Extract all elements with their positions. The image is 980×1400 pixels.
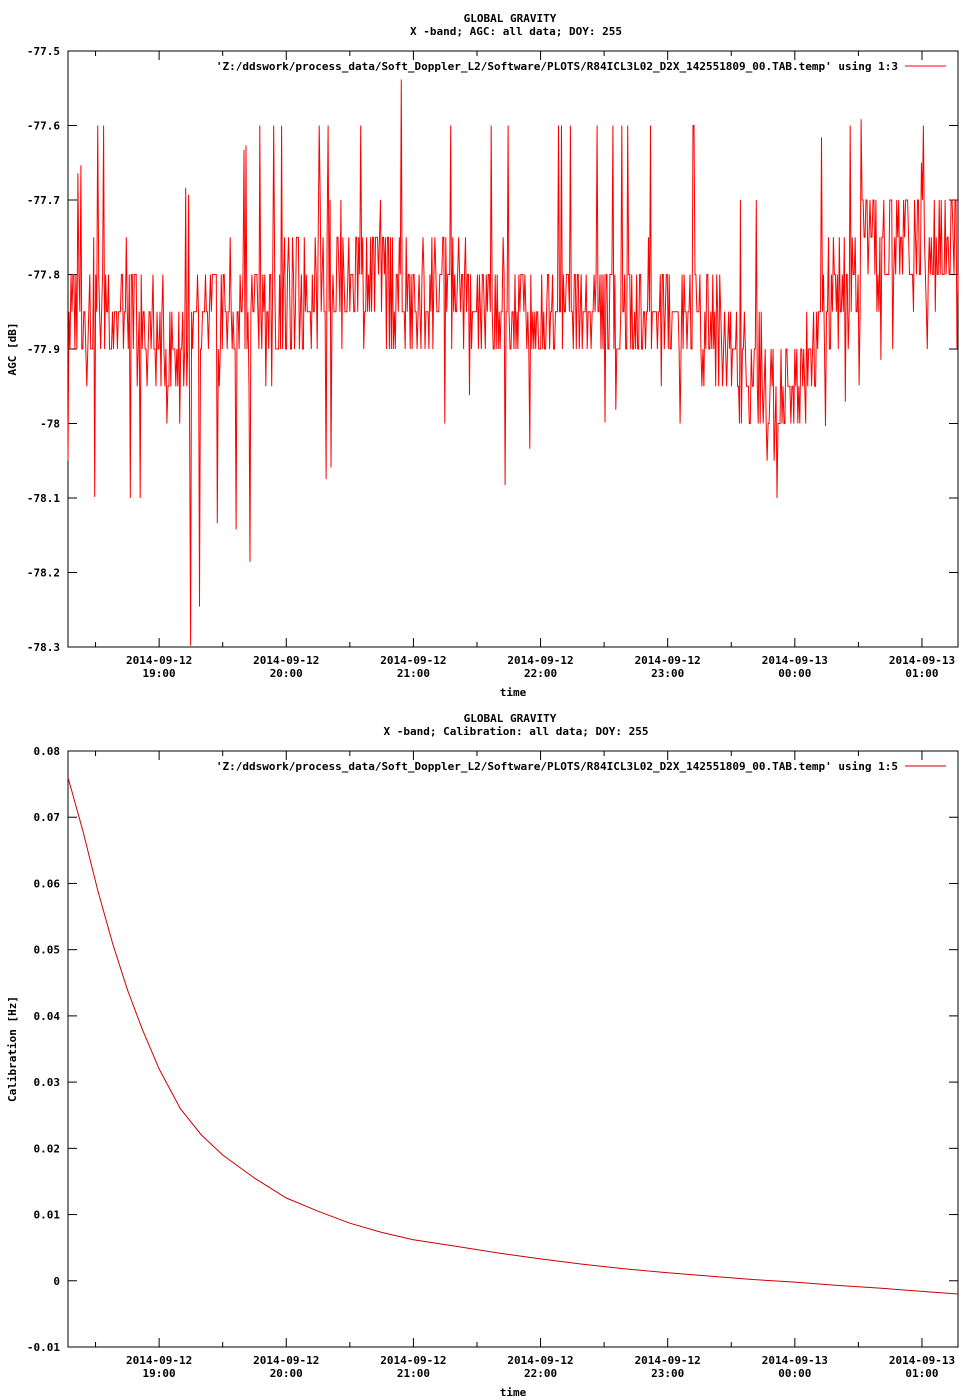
calibration-y-tick-label: 0.01 — [34, 1209, 61, 1222]
calibration-x-tick-time: 23:00 — [651, 1367, 684, 1380]
calibration-x-tick-time: 19:00 — [143, 1367, 176, 1380]
agc-x-tick-time: 21:00 — [397, 667, 430, 680]
calibration-x-tick-date: 2014-09-12 — [380, 1354, 446, 1367]
agc-chart-subtitle: X -band; AGC: all data; DOY: 255 — [410, 25, 622, 38]
calibration-x-tick-date: 2014-09-13 — [762, 1354, 828, 1367]
calibration-y-tick-label: 0.08 — [34, 745, 61, 758]
agc-y-tick-label: -77.6 — [27, 120, 60, 133]
calibration-y-tick-label: 0.02 — [34, 1142, 61, 1155]
agc-x-tick-date: 2014-09-13 — [889, 654, 955, 667]
agc-y-axis-label: AGC [dB] — [6, 323, 19, 376]
calibration-x-tick-date: 2014-09-12 — [253, 1354, 319, 1367]
calibration-y-tick-label: 0 — [53, 1275, 60, 1288]
agc-y-tick-label: -77.5 — [27, 45, 60, 58]
agc-y-tick-label: -78 — [40, 418, 60, 431]
calibration-y-axis-label: Calibration [Hz] — [6, 996, 19, 1102]
calibration-x-tick-time: 01:00 — [905, 1367, 938, 1380]
calibration-x-tick-date: 2014-09-12 — [126, 1354, 192, 1367]
calibration-x-tick-time: 00:00 — [778, 1367, 811, 1380]
agc-x-tick-date: 2014-09-12 — [253, 654, 319, 667]
agc-x-tick-time: 01:00 — [905, 667, 938, 680]
calibration-chart-subtitle: X -band; Calibration: all data; DOY: 255 — [384, 725, 649, 738]
agc-x-tick-time: 19:00 — [143, 667, 176, 680]
agc-chart-title: GLOBAL GRAVITY — [464, 12, 557, 25]
agc-y-tick-label: -78.1 — [27, 492, 60, 505]
calibration-x-tick-time: 20:00 — [270, 1367, 303, 1380]
calibration-series-line — [67, 777, 959, 1295]
agc-x-tick-date: 2014-09-12 — [126, 654, 192, 667]
agc-x-tick-time: 00:00 — [778, 667, 811, 680]
calibration-x-tick-date: 2014-09-12 — [635, 1354, 701, 1367]
agc-y-tick-label: -77.7 — [27, 194, 60, 207]
calibration-y-tick-label: 0.04 — [34, 1010, 61, 1023]
calibration-x-tick-date: 2014-09-12 — [507, 1354, 573, 1367]
calibration-y-tick-label: 0.07 — [34, 811, 61, 824]
agc-x-tick-time: 23:00 — [651, 667, 684, 680]
agc-y-tick-label: -78.2 — [27, 567, 60, 580]
agc-x-tick-date: 2014-09-12 — [507, 654, 573, 667]
calibration-x-axis-label: time — [500, 1386, 527, 1399]
calibration-chart: GLOBAL GRAVITY X -band; Calibration: all… — [6, 712, 959, 1399]
agc-x-tick-date: 2014-09-12 — [380, 654, 446, 667]
agc-x-tick-time: 22:00 — [524, 667, 557, 680]
calibration-y-tick-label: 0.03 — [34, 1076, 61, 1089]
calibration-legend-label: 'Z:/ddswork/process_data/Soft_Doppler_L2… — [216, 760, 898, 773]
calibration-y-tick-label: 0.05 — [34, 944, 61, 957]
agc-x-tick-date: 2014-09-13 — [762, 654, 828, 667]
calibration-x-tick-time: 21:00 — [397, 1367, 430, 1380]
calibration-y-tick-label: 0.06 — [34, 877, 61, 890]
agc-x-axis-label: time — [500, 686, 527, 699]
agc-y-tick-label: -77.8 — [27, 269, 60, 282]
agc-y-tick-label: -77.9 — [27, 343, 60, 356]
agc-legend-label: 'Z:/ddswork/process_data/Soft_Doppler_L2… — [216, 60, 898, 73]
calibration-plot-frame — [67, 750, 959, 1348]
agc-x-tick-time: 20:00 — [270, 667, 303, 680]
agc-y-tick-label: -78.3 — [27, 641, 60, 654]
agc-series-line — [67, 79, 959, 646]
calibration-y-tick-label: -0.01 — [27, 1341, 60, 1354]
agc-chart: GLOBAL GRAVITY X -band; AGC: all data; D… — [6, 12, 959, 699]
calibration-chart-title: GLOBAL GRAVITY — [464, 712, 557, 725]
agc-x-tick-date: 2014-09-12 — [635, 654, 701, 667]
calibration-x-tick-date: 2014-09-13 — [889, 1354, 955, 1367]
calibration-x-tick-time: 22:00 — [524, 1367, 557, 1380]
